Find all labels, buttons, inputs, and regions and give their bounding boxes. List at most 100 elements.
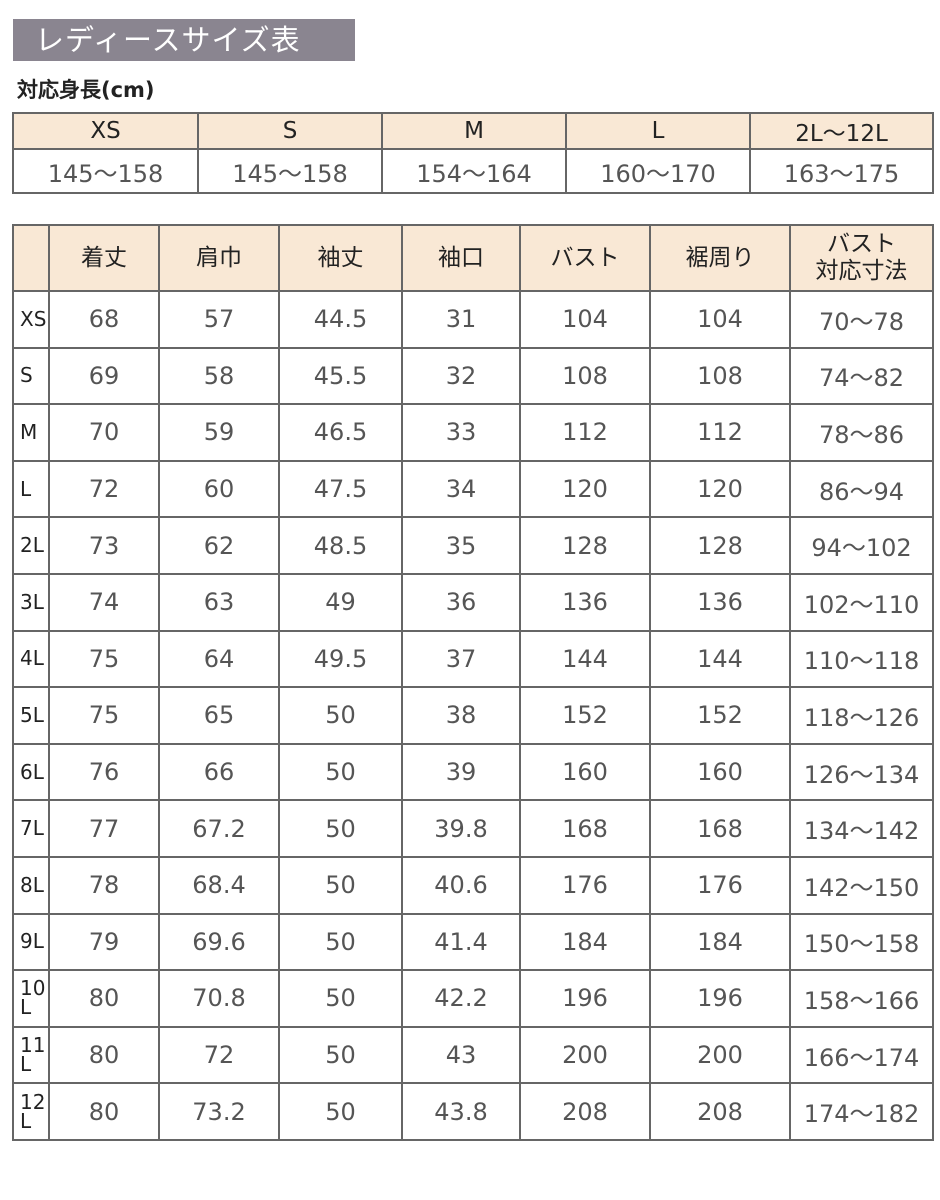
- column-header: バスト 対応寸法: [789, 224, 934, 292]
- measurement-cell: 36: [401, 572, 521, 632]
- measurement-cell: 31: [401, 290, 521, 349]
- measurement-cell: 102〜110: [789, 572, 934, 632]
- measurement-cell: 78: [48, 855, 160, 915]
- measurement-cell: 50: [278, 912, 403, 972]
- size-label: 4L: [12, 629, 50, 689]
- measurement-cell: 57: [158, 290, 280, 349]
- table-row: S 69 58 45.5 32 108 108 74〜82: [12, 346, 934, 406]
- column-header: 袖口: [401, 224, 521, 292]
- measurement-cell: 35: [401, 516, 521, 575]
- measurement-cell: 200: [519, 1025, 651, 1085]
- size-header: 2L〜12L: [749, 112, 934, 150]
- table-row: 9L 79 69.6 50 41.4 184 184 150〜158: [12, 912, 934, 972]
- measurement-cell: 208: [519, 1082, 651, 1141]
- measurement-cell: 128: [649, 516, 791, 575]
- measurement-cell: 94〜102: [789, 516, 934, 575]
- measurement-cell: 144: [519, 629, 651, 689]
- size-label: 10L: [12, 969, 50, 1028]
- measurement-cell: 41.4: [401, 912, 521, 972]
- column-header: 裾周り: [649, 224, 791, 292]
- measurement-cell: 79: [48, 912, 160, 972]
- measurement-cell: 43: [401, 1025, 521, 1085]
- measurement-cell: 72: [48, 459, 160, 519]
- measurement-cell: 49.5: [278, 629, 403, 689]
- measurement-cell: 60: [158, 459, 280, 519]
- measurement-cell: 50: [278, 855, 403, 915]
- measurement-cell: 86〜94: [789, 459, 934, 519]
- measurement-cell: 120: [649, 459, 791, 519]
- height-section-label: 対応身長(cm): [17, 78, 155, 102]
- table-row: M 70 59 46.5 33 112 112 78〜86: [12, 403, 934, 462]
- measurement-cell: 40.6: [401, 855, 521, 915]
- measurement-cell: 118〜126: [789, 686, 934, 745]
- measurement-cell: 142〜150: [789, 855, 934, 915]
- measurement-cell: 160: [649, 742, 791, 802]
- measurement-cell: 45.5: [278, 346, 403, 406]
- measurement-cell: 32: [401, 346, 521, 406]
- measurement-cell: 70: [48, 403, 160, 462]
- measurement-cell: 65: [158, 686, 280, 745]
- table-row: 3L 74 63 49 36 136 136 102〜110: [12, 572, 934, 632]
- measurement-cell: 46.5: [278, 403, 403, 462]
- measurement-cell: 126〜134: [789, 742, 934, 802]
- column-header: 袖丈: [278, 224, 403, 292]
- measurement-cell: 68: [48, 290, 160, 349]
- measurement-cell: 44.5: [278, 290, 403, 349]
- measurement-cell: 134〜142: [789, 799, 934, 858]
- measurement-cell: 168: [649, 799, 791, 858]
- measurement-cell: 120: [519, 459, 651, 519]
- table-row: 4L 75 64 49.5 37 144 144 110〜118: [12, 629, 934, 689]
- measurement-cell: 108: [649, 346, 791, 406]
- table-row: 11L 80 72 50 43 200 200 166〜174: [12, 1025, 934, 1085]
- size-label: 12L: [12, 1082, 50, 1141]
- measurement-cell: 112: [649, 403, 791, 462]
- measurement-cell: 80: [48, 969, 160, 1028]
- size-header: L: [565, 112, 751, 150]
- measurement-cell: 196: [649, 969, 791, 1028]
- measurement-cell: 200: [649, 1025, 791, 1085]
- measurement-cell: 37: [401, 629, 521, 689]
- table-row: 12L 80 73.2 50 43.8 208 208 174〜182: [12, 1082, 934, 1141]
- page-title: レディースサイズ表: [13, 19, 355, 61]
- measurement-cell: 74: [48, 572, 160, 632]
- measurement-cell: 58: [158, 346, 280, 406]
- measurement-cell: 152: [649, 686, 791, 745]
- table-row: 2L 73 62 48.5 35 128 128 94〜102: [12, 516, 934, 575]
- height-range-cell: 145〜158: [197, 148, 383, 194]
- measurement-cell: 77: [48, 799, 160, 858]
- measurement-cell: 136: [649, 572, 791, 632]
- measurement-cell: 80: [48, 1082, 160, 1141]
- table-row: 10L 80 70.8 50 42.2 196 196 158〜166: [12, 969, 934, 1028]
- measurement-cell: 66: [158, 742, 280, 802]
- size-label: 5L: [12, 686, 50, 745]
- measurement-cell: 166〜174: [789, 1025, 934, 1085]
- height-range-cell: 160〜170: [565, 148, 751, 194]
- size-label: XS: [12, 290, 50, 349]
- measurement-cell: 196: [519, 969, 651, 1028]
- column-header: [12, 224, 50, 292]
- size-label: 6L: [12, 742, 50, 802]
- column-header: 着丈: [48, 224, 160, 292]
- measurement-cell: 64: [158, 629, 280, 689]
- measurement-cell: 152: [519, 686, 651, 745]
- measurement-cell: 47.5: [278, 459, 403, 519]
- size-header: XS: [12, 112, 199, 150]
- size-label: M: [12, 403, 50, 462]
- size-label: S: [12, 346, 50, 406]
- measurement-cell: 67.2: [158, 799, 280, 858]
- measurement-cell: 75: [48, 629, 160, 689]
- measurement-cell: 74〜82: [789, 346, 934, 406]
- measurement-cell: 39: [401, 742, 521, 802]
- measurement-cell: 78〜86: [789, 403, 934, 462]
- measurement-cell: 70〜78: [789, 290, 934, 349]
- column-header: 肩巾: [158, 224, 280, 292]
- measurement-cell: 184: [519, 912, 651, 972]
- measurement-cell: 72: [158, 1025, 280, 1085]
- measurement-cell: 38: [401, 686, 521, 745]
- measurement-cell: 62: [158, 516, 280, 575]
- measurement-cell: 48.5: [278, 516, 403, 575]
- table-row: 8L 78 68.4 50 40.6 176 176 142〜150: [12, 855, 934, 915]
- table-row: L 72 60 47.5 34 120 120 86〜94: [12, 459, 934, 519]
- measurement-cell: 108: [519, 346, 651, 406]
- measurement-cell: 80: [48, 1025, 160, 1085]
